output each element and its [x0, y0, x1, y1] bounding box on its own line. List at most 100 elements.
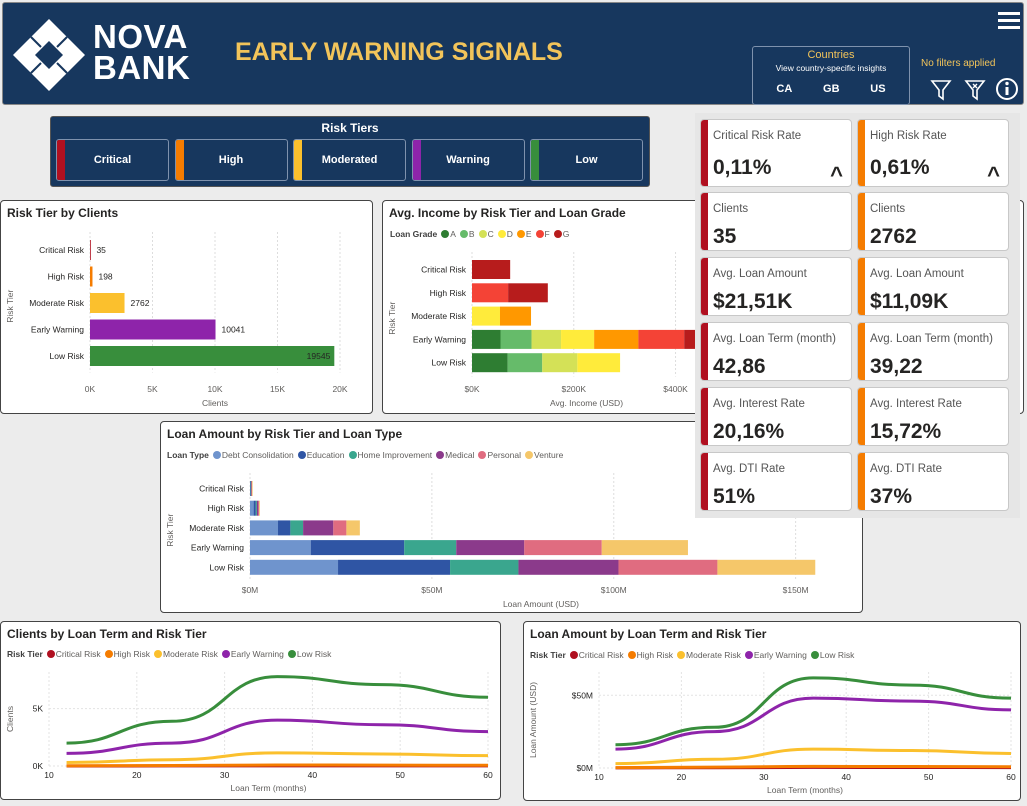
tier-button-warning[interactable]: Warning: [411, 139, 525, 181]
legend-item[interactable]: D: [506, 229, 513, 239]
legend-item[interactable]: F: [544, 229, 550, 239]
country-gb-button[interactable]: GB: [823, 83, 840, 95]
legend-item[interactable]: E: [525, 229, 532, 239]
bar-segment: [303, 520, 334, 536]
legend-item[interactable]: Early Warning: [753, 650, 807, 660]
y-axis-title: Loan Amount (USD): [528, 682, 538, 758]
countries-title: Countries: [807, 49, 855, 61]
kpi-accent: [858, 120, 865, 186]
series-line-moderate-risk: [66, 751, 489, 765]
x-tick-label: 5K: [147, 384, 158, 394]
y-axis-title: Risk Tier: [165, 514, 175, 547]
bar-segment: [561, 329, 595, 349]
y-category-label: High Risk: [430, 288, 467, 298]
series-line-high-risk: [66, 763, 489, 768]
legend-item[interactable]: Moderate Risk: [163, 649, 218, 659]
bar-segment: [577, 353, 621, 373]
tier-button-moderated[interactable]: Moderated: [293, 139, 406, 181]
bar-segment: [310, 540, 405, 556]
legend-item[interactable]: C: [487, 229, 494, 239]
chart-canvas: 0K 5K 10K 15K 20K Clients Risk Tier Critical Ri…: [5, 232, 348, 408]
y-category-label: Low Risk: [210, 562, 245, 572]
kpi-value: 0,61%: [870, 156, 930, 179]
kpi-card: Avg. Interest Rate 15,72%: [857, 387, 1009, 446]
tier-color-bar: [412, 140, 421, 180]
tier-button-label: Moderated: [321, 154, 378, 166]
legend-item[interactable]: Debt Consolidation: [221, 450, 294, 460]
legend-item[interactable]: Personal: [487, 450, 522, 460]
kpi-accent: [701, 258, 708, 315]
bar-segment: [290, 520, 304, 536]
legend-title: Loan Grade: [390, 229, 438, 239]
legend-item[interactable]: Medical: [445, 450, 475, 460]
y-tick-label: $50M: [572, 690, 593, 700]
legend-item[interactable]: Venture: [534, 450, 564, 460]
legend-item[interactable]: High Risk: [636, 650, 674, 660]
legend-title: Risk Tier: [530, 650, 566, 660]
bar-segment: [90, 293, 125, 313]
legend-item[interactable]: B: [468, 229, 475, 239]
legend-item[interactable]: Critical Risk: [578, 650, 624, 660]
x-tick-label: $0K: [464, 384, 479, 394]
bar-segment: [338, 559, 451, 575]
legend-item[interactable]: High Risk: [113, 649, 151, 659]
filter-status: No filters applied: [921, 58, 996, 69]
y-category-label: High Risk: [208, 503, 245, 513]
x-tick-label: 20K: [332, 384, 347, 394]
legend-dot: [104, 650, 113, 658]
page-title: EARLY WARNING SIGNALS: [235, 38, 563, 66]
legend-dot: [497, 230, 506, 238]
bar-segment: [542, 353, 578, 373]
country-ca-button[interactable]: CA: [776, 83, 793, 95]
y-category-label: Critical Risk: [421, 265, 467, 275]
kpi-value: 39,22: [870, 355, 923, 378]
menu-icon[interactable]: [998, 11, 1020, 31]
kpi-label: Critical Risk Rate: [713, 130, 802, 142]
y-axis-title: Clients: [5, 706, 15, 732]
series-line-moderate-risk: [615, 747, 1012, 766]
kpi-card: Avg. Loan Amount $21,51K: [700, 257, 852, 316]
country-us-button[interactable]: US: [870, 83, 886, 95]
y-tick-label: $0M: [576, 763, 593, 773]
bar-segment: [717, 559, 816, 575]
clear-filter-icon[interactable]: [964, 79, 986, 101]
risk-tiers-title: Risk Tiers: [321, 121, 379, 135]
legend-item[interactable]: Education: [306, 450, 345, 460]
bar-segment: [90, 240, 91, 260]
kpi-label: Avg. Interest Rate: [713, 398, 805, 410]
bar-segment: [594, 329, 639, 349]
legend-item[interactable]: Critical Risk: [55, 649, 101, 659]
info-icon[interactable]: [995, 77, 1019, 101]
kpi-label: High Risk Rate: [870, 130, 947, 142]
bar-segment: [500, 329, 532, 349]
filter-icon[interactable]: [930, 79, 952, 101]
bar-segment: [601, 540, 688, 556]
legend-item[interactable]: Home Improvement: [357, 450, 433, 460]
tier-button-high[interactable]: High: [174, 139, 288, 181]
x-tick-label: 20: [677, 772, 687, 782]
kpi-accent: [858, 453, 865, 510]
amount-by-term-chart: Loan Amount by Loan Term and Risk Tier R…: [523, 621, 1021, 801]
risk-tier-by-clients-chart: Risk Tier by Clients 0K 5K 10K 15K 20K Client…: [0, 200, 373, 414]
chevron-up-icon[interactable]: ^: [987, 162, 1000, 187]
data-label: 19545: [307, 351, 331, 361]
legend-item[interactable]: Low Risk: [819, 650, 855, 660]
logo-line-1: NOVA: [93, 18, 188, 55]
tier-button-low[interactable]: Low: [530, 139, 643, 181]
bar-segment: [250, 500, 254, 516]
x-tick-label: 50: [924, 772, 934, 782]
kpi-value: 2762: [870, 225, 917, 248]
legend-dot: [221, 650, 230, 658]
legend-item[interactable]: A: [450, 229, 456, 239]
series-line-high-risk: [615, 764, 1012, 770]
kpi-value: $11,09K: [870, 290, 949, 313]
tier-button-critical[interactable]: Critical: [56, 139, 169, 181]
legend-item[interactable]: Moderate Risk: [686, 650, 741, 660]
legend-item[interactable]: G: [562, 229, 570, 239]
tier-button-label: High: [218, 154, 244, 166]
chevron-up-icon[interactable]: ^: [830, 162, 843, 187]
countries-selector: Countries View country-specific insights…: [752, 46, 910, 105]
legend-item[interactable]: Early Warning: [230, 649, 284, 659]
legend-dot: [287, 650, 296, 658]
legend-item[interactable]: Low Risk: [296, 649, 332, 659]
